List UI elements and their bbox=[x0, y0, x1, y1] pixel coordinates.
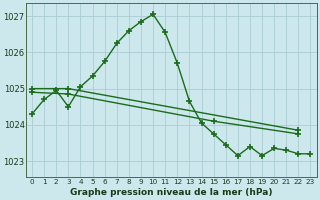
X-axis label: Graphe pression niveau de la mer (hPa): Graphe pression niveau de la mer (hPa) bbox=[70, 188, 273, 197]
